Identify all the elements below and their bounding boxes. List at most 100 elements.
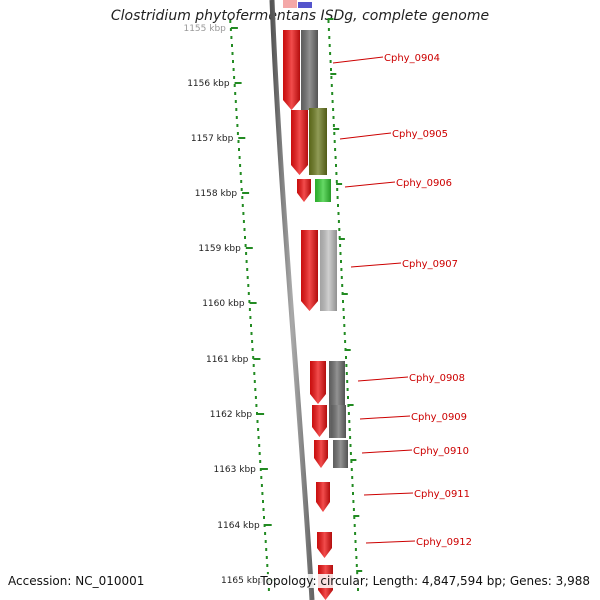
cds-arrow-shading: [283, 30, 300, 110]
ruler-dot: [253, 380, 256, 383]
ruler-dot: [254, 396, 257, 399]
scale-tick: [230, 27, 238, 29]
ruler-dot: [244, 244, 247, 247]
inner-tick: [327, 18, 334, 20]
cds-arrow-shading: [312, 405, 327, 437]
scale-tick-label: 1158 kbp: [195, 189, 238, 199]
cds-arrow-shading: [297, 179, 311, 202]
inner-ruler-dot: [331, 100, 334, 103]
inner-ruler-dot: [330, 84, 333, 87]
inner-ruler-dot: [334, 148, 337, 151]
ruler-dot: [248, 308, 251, 311]
ruler-dot: [240, 188, 243, 191]
cds-arrow-shading: [317, 532, 332, 558]
gene-label: Cphy_0908: [409, 373, 465, 384]
cog-box-shading: [331, 405, 346, 438]
cds-arrow-shading: [291, 110, 308, 175]
inner-tick: [330, 73, 337, 75]
inner-ruler-dot: [353, 516, 356, 519]
ruler-dot: [229, 28, 232, 31]
ruler-dot: [261, 492, 264, 495]
ruler-dot: [244, 236, 246, 239]
inner-ruler-dot: [352, 500, 355, 503]
cog-box-shading: [301, 30, 318, 110]
cds-arrow-shading: [310, 361, 326, 404]
ruler-dot: [239, 172, 242, 175]
inner-ruler-dot: [328, 36, 331, 39]
inner-ruler-dot: [346, 380, 349, 383]
scale-tick: [245, 247, 253, 249]
ruler-dot: [238, 156, 241, 159]
inner-ruler-dot: [337, 212, 340, 215]
ruler-dot: [233, 84, 236, 87]
inner-ruler-dot: [330, 76, 333, 79]
ruler-dot: [245, 252, 248, 255]
ruler-dot: [246, 276, 249, 279]
scale-tick: [257, 413, 265, 415]
inner-ruler-dot: [338, 236, 341, 239]
ruler-dot: [263, 516, 265, 519]
label-leader-line: [332, 56, 384, 64]
ruler-dot: [257, 428, 260, 431]
scale-tick-label: 1157 kbp: [191, 134, 234, 144]
scale-tick-label: 1156 kbp: [187, 79, 230, 89]
inner-ruler-dot: [342, 316, 345, 319]
scale-tick: [242, 192, 250, 194]
ruler-dot: [245, 260, 248, 263]
ruler-dot: [259, 460, 262, 463]
scale-tick: [260, 468, 268, 470]
inner-ruler-dot: [353, 524, 356, 527]
ruler-dot: [258, 452, 261, 455]
cds-track: [283, 0, 333, 600]
scale-tick: [253, 358, 261, 360]
ruler-dot: [264, 532, 267, 535]
inner-ruler-dot: [350, 460, 353, 463]
label-leader-line: [361, 449, 413, 454]
ruler-dot: [230, 36, 233, 39]
inner-ruler-dot: [335, 164, 337, 167]
ruler-dot: [241, 204, 244, 207]
ruler-dot: [240, 180, 243, 183]
inner-ruler-dot: [330, 68, 332, 71]
inner-tick: [344, 349, 351, 351]
inner-ruler-dot: [339, 244, 342, 247]
inner-ruler-dot: [329, 52, 332, 55]
inner-ruler-dot: [345, 356, 347, 359]
ruler-dot: [234, 100, 237, 103]
inner-tick: [338, 238, 345, 240]
cog-box-shading: [333, 440, 348, 468]
inner-ruler-dot: [327, 28, 330, 31]
inner-ruler-dot: [344, 340, 347, 343]
inner-tick: [333, 128, 340, 130]
inner-ruler-dot: [341, 284, 344, 287]
scale-tick-label: 1155 kbp: [183, 24, 226, 34]
inner-ruler-dot: [355, 556, 358, 559]
inner-ruler-dot: [350, 468, 353, 471]
scale-tick-label: 1160 kbp: [202, 299, 245, 309]
ruler-dot: [264, 540, 267, 543]
inner-ruler-dot: [335, 180, 338, 183]
ruler-dot: [265, 556, 268, 559]
label-leader-line: [350, 262, 402, 268]
cog-partial-top: [298, 2, 312, 8]
ruler-dot: [239, 164, 242, 167]
inner-ruler-dot: [335, 172, 338, 175]
inner-ruler-dot: [345, 372, 348, 375]
cds-partial-top: [283, 0, 297, 8]
gene-label: Cphy_0907: [402, 259, 458, 270]
ruler-dot: [242, 220, 245, 223]
ruler-dot: [256, 412, 258, 415]
ruler-dot: [262, 500, 264, 503]
ruler-dot: [231, 52, 234, 55]
inner-ruler-dot: [337, 204, 339, 207]
ruler-dot: [260, 484, 263, 487]
ruler-dot: [249, 316, 252, 319]
inner-ruler-dot: [337, 220, 340, 223]
ruler-dot: [267, 588, 270, 591]
inner-ruler-dot: [352, 492, 354, 495]
inner-ruler-dot: [346, 388, 349, 391]
ruler-dot: [246, 268, 249, 271]
label-leader-line: [365, 540, 416, 544]
ruler-dot: [247, 292, 250, 295]
label-leader-line: [359, 415, 411, 420]
